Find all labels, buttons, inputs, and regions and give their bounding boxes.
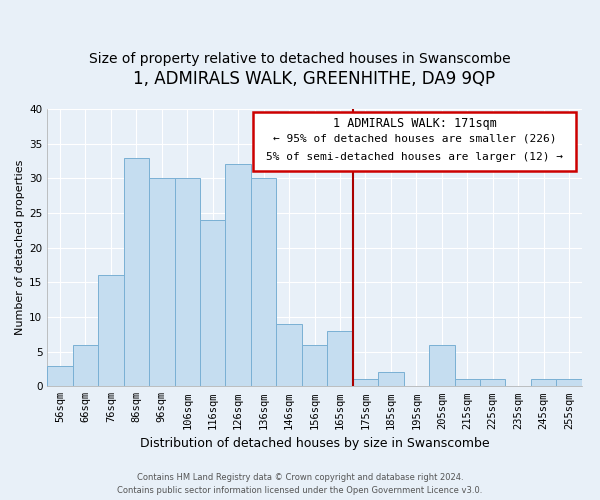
- Text: 1 ADMIRALS WALK: 171sqm: 1 ADMIRALS WALK: 171sqm: [333, 118, 497, 130]
- Bar: [277, 324, 302, 386]
- Bar: [531, 380, 556, 386]
- Text: Size of property relative to detached houses in Swanscombe: Size of property relative to detached ho…: [89, 52, 511, 66]
- Y-axis label: Number of detached properties: Number of detached properties: [15, 160, 25, 336]
- Bar: [378, 372, 404, 386]
- Text: ← 95% of detached houses are smaller (226): ← 95% of detached houses are smaller (22…: [273, 134, 557, 144]
- Bar: [175, 178, 200, 386]
- Bar: [149, 178, 175, 386]
- X-axis label: Distribution of detached houses by size in Swanscombe: Distribution of detached houses by size …: [140, 437, 490, 450]
- Bar: [429, 344, 455, 387]
- Bar: [47, 366, 73, 386]
- Bar: [200, 220, 226, 386]
- Bar: [353, 380, 378, 386]
- Bar: [455, 380, 480, 386]
- Text: Contains HM Land Registry data © Crown copyright and database right 2024.
Contai: Contains HM Land Registry data © Crown c…: [118, 474, 482, 495]
- Bar: [327, 331, 353, 386]
- Bar: [556, 380, 582, 386]
- Bar: [98, 276, 124, 386]
- Bar: [302, 344, 327, 387]
- Bar: [226, 164, 251, 386]
- Bar: [124, 158, 149, 386]
- Bar: [251, 178, 277, 386]
- Bar: [73, 344, 98, 387]
- Bar: [480, 380, 505, 386]
- Text: 5% of semi-detached houses are larger (12) →: 5% of semi-detached houses are larger (1…: [266, 152, 563, 162]
- Title: 1, ADMIRALS WALK, GREENHITHE, DA9 9QP: 1, ADMIRALS WALK, GREENHITHE, DA9 9QP: [133, 70, 496, 88]
- FancyBboxPatch shape: [253, 112, 577, 172]
